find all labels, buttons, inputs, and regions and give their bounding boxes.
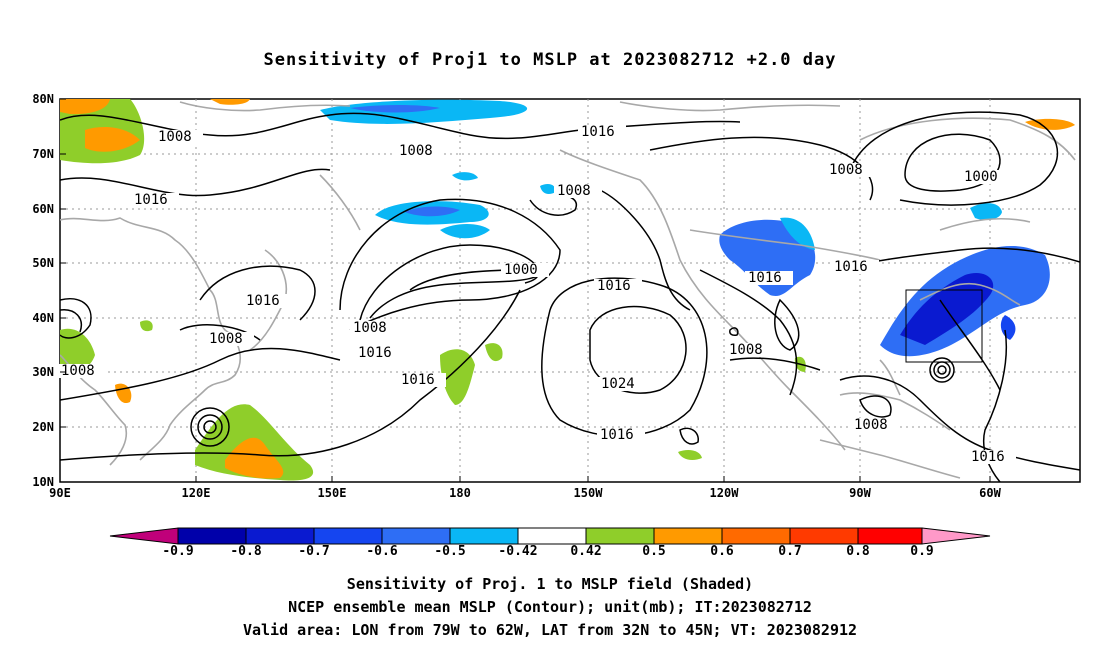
colorbar-label: 0.42: [570, 544, 602, 559]
colorbar-bin: [789, 527, 859, 545]
lat-label: 30N: [32, 365, 54, 379]
contour-label: 1016: [834, 259, 868, 275]
shade-positive-mexico: [678, 450, 702, 460]
chart-title: Sensitivity of Proj1 to MSLP at 20230827…: [263, 50, 837, 70]
shade-negative-greenland: [970, 203, 1002, 220]
colorbar-bin: [721, 527, 791, 545]
colorbar-label: -0.6: [366, 544, 398, 559]
colorbar-bin: [517, 527, 587, 545]
colorbar-label: 0.6: [710, 544, 734, 559]
lat-label: 50N: [32, 256, 54, 270]
shade-positive-pacific-sub: [440, 349, 475, 405]
colorbar-bin: [381, 527, 451, 545]
colorbar-label: 0.8: [846, 544, 870, 559]
colorbar-label: -0.8: [230, 544, 262, 559]
frame-ticks: [60, 98, 991, 482]
lon-label: 90W: [849, 486, 871, 500]
colorbar-label: 0.7: [778, 544, 802, 559]
colorbar-label: -0.42: [498, 544, 538, 559]
colorbar-bin: [585, 527, 655, 545]
colorbar-bin: [313, 527, 383, 545]
lat-label: 60N: [32, 202, 54, 216]
contour-label: 1008: [729, 342, 763, 358]
colorbar-bin: [177, 527, 247, 545]
contour-label: 1016: [358, 345, 392, 361]
contour-label: 1016: [246, 293, 280, 309]
contour-label: 1008: [158, 129, 192, 145]
shade-negative-small-1: [452, 172, 478, 181]
shade-positive-india: [60, 328, 95, 373]
contour-labels: 1008 1008 1016 1008 1008 1000 1016 1000 …: [58, 124, 1016, 465]
lon-label: 60W: [979, 486, 1001, 500]
lon-label: 180: [449, 486, 471, 500]
shade-negative-arctic-core: [350, 105, 440, 113]
shade-positive-arctic-top: [60, 99, 110, 115]
colorbar-bin: [245, 527, 315, 545]
colorbar-label: 0.9: [910, 544, 934, 559]
colorbar-high-end: [921, 527, 991, 545]
shade-negative-namerica-cyan: [780, 217, 815, 250]
valid-area-box: [905, 289, 983, 363]
colorbar-label: -0.5: [434, 544, 466, 559]
contour-label: 1016: [971, 449, 1005, 465]
contour-label: 1008: [829, 162, 863, 178]
lat-label: 20N: [32, 420, 54, 434]
shade-positive-kamchatka: [210, 99, 250, 105]
contour-label: 1008: [557, 183, 591, 199]
lon-label: 90E: [49, 486, 71, 500]
lon-label: 150E: [317, 486, 347, 500]
colorbar-label: -0.9: [162, 544, 194, 559]
shade-positive-pacific-sub-2: [485, 343, 503, 362]
contour-label: 1008: [209, 331, 243, 347]
contour-label: 1008: [353, 320, 387, 336]
shade-negative-arctic: [320, 99, 528, 124]
lat-label: 10N: [32, 475, 54, 489]
colorbar-low-end: [109, 527, 179, 545]
contour-label: 1000: [504, 262, 538, 278]
caption-valid-area: Valid area: LON from 79W to 62W, LAT fro…: [242, 621, 858, 639]
contour-label: 1024: [601, 376, 635, 392]
caption-shading: Sensitivity of Proj. 1 to MSLP field (Sh…: [346, 575, 754, 593]
shade-negative-small-2: [540, 184, 556, 194]
caption-contour: NCEP ensemble mean MSLP (Contour); unit(…: [288, 598, 812, 616]
contour-label: 1008: [61, 363, 95, 379]
colorbar: [109, 527, 991, 545]
shade-positive-siberia-core: [85, 127, 140, 152]
lon-label: 120E: [181, 486, 211, 500]
lat-label: 80N: [32, 92, 54, 106]
lat-label: 70N: [32, 147, 54, 161]
shade-negative-atlantic-edge: [1000, 315, 1016, 340]
shade-negative-pacific-1b: [405, 206, 460, 217]
colorbar-bin: [857, 527, 923, 545]
contour-label: 1016: [401, 372, 435, 388]
contour-label: 1016: [581, 124, 615, 140]
contour-label: 1008: [399, 143, 433, 159]
colorbar-label: -0.7: [298, 544, 330, 559]
shade-positive-sea-small: [140, 320, 153, 332]
contour-label: 1000: [964, 169, 998, 185]
colorbar-bin: [653, 527, 723, 545]
contour-label: 1016: [600, 427, 634, 443]
colorbar-bin: [449, 527, 519, 545]
lat-label: 40N: [32, 311, 54, 325]
contour-label: 1016: [748, 270, 782, 286]
contour-label: 1008: [854, 417, 888, 433]
contour-label: 1016: [134, 192, 168, 208]
lon-label: 120W: [709, 486, 739, 500]
lon-label: 150W: [573, 486, 603, 500]
colorbar-label: 0.5: [642, 544, 666, 559]
contour-label: 1016: [597, 278, 631, 294]
shade-negative-pacific-2: [440, 224, 490, 239]
shade-positive-wpacific-core: [225, 437, 284, 479]
